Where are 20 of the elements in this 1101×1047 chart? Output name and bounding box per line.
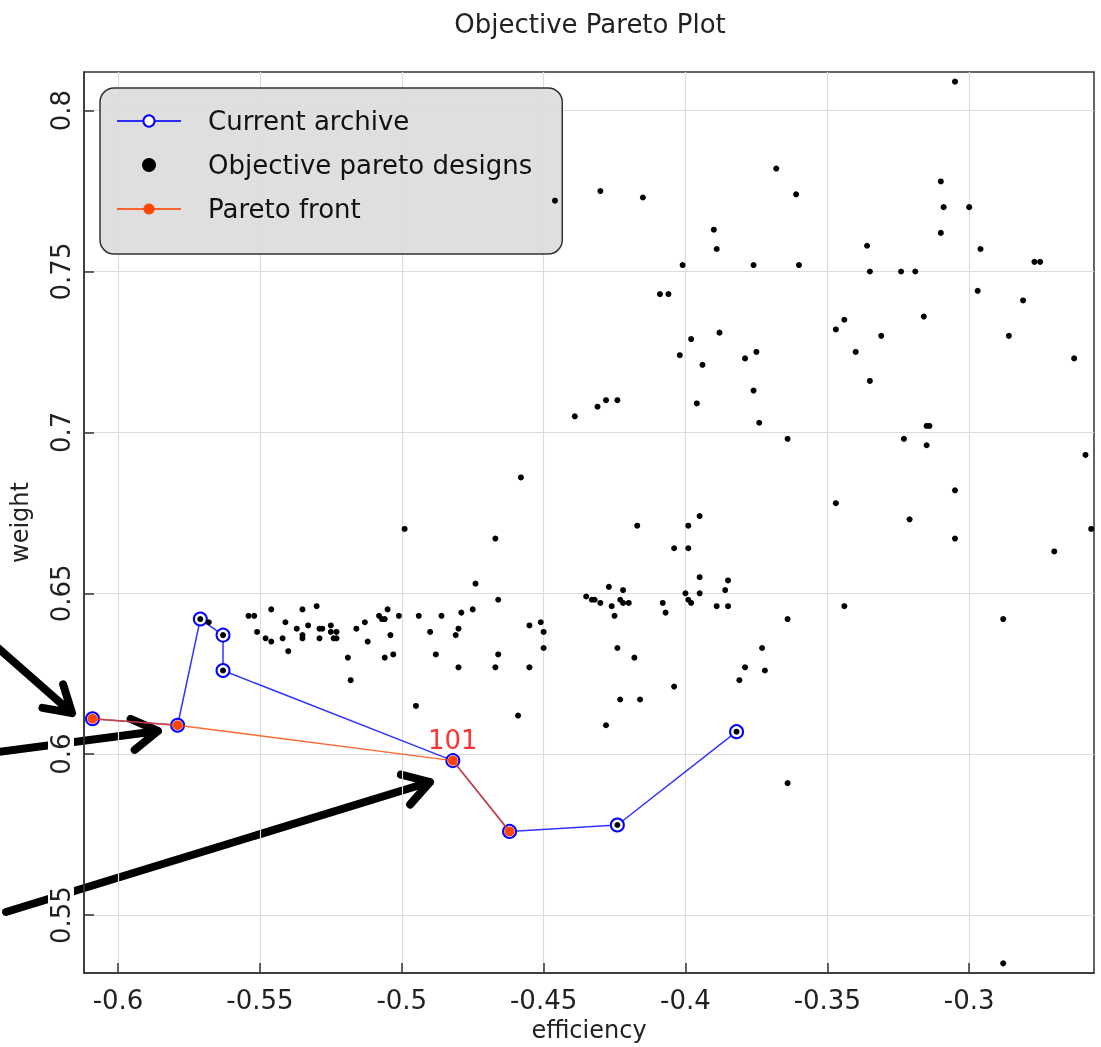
x-tick-label: -0.4 (660, 985, 711, 1015)
y-axis-title: weight (6, 482, 34, 563)
legend-label: Current archive (208, 106, 410, 136)
y-tick-label: 0.55 (46, 886, 76, 945)
x-tick-label: -0.6 (92, 985, 144, 1015)
legend-label: Objective pareto designs (208, 150, 533, 180)
x-tick-label: -0.55 (226, 985, 294, 1015)
y-tick-label: 0.8 (46, 89, 76, 132)
x-axis-title: efficiency (531, 1015, 647, 1044)
x-tick-label: -0.3 (943, 985, 995, 1015)
chart-title: Objective Pareto Plot (454, 9, 726, 39)
y-tick-label: 0.7 (46, 411, 76, 454)
x-tick-label: -0.45 (509, 985, 578, 1015)
x-tick-label: -0.5 (376, 985, 428, 1015)
x-tick-label: -0.35 (793, 985, 861, 1015)
y-tick-label: 0.75 (46, 242, 76, 301)
y-tick-label: 0.6 (46, 733, 76, 775)
annotation: 101 (428, 724, 478, 755)
legend-label: Pareto front (208, 194, 361, 224)
y-tick-label: 0.65 (46, 564, 76, 623)
